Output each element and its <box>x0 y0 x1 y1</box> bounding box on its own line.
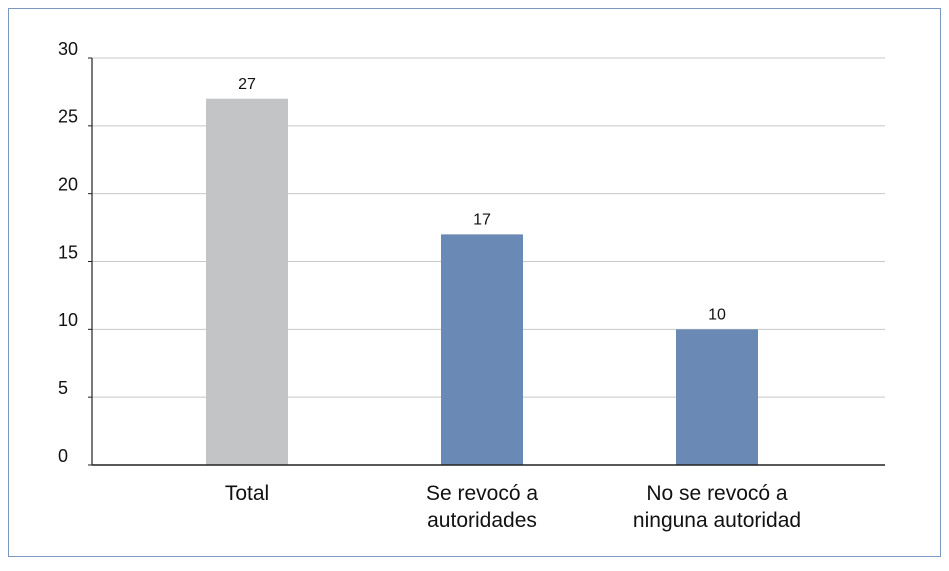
value-label: 27 <box>238 76 256 93</box>
y-tick-label: 25 <box>58 107 78 127</box>
y-tick-label: 20 <box>58 174 78 194</box>
x-tick-label: Total <box>224 482 270 505</box>
y-tick-label: 5 <box>58 378 68 398</box>
bar <box>441 234 523 465</box>
y-tick-label: 30 <box>58 39 78 59</box>
value-label: 17 <box>473 212 491 229</box>
y-tick-label: 10 <box>58 310 78 330</box>
frame <box>8 8 941 557</box>
y-tick-label: 15 <box>58 242 78 262</box>
bar <box>206 98 288 465</box>
x-tick-label: No se revocó a ninguna autoridad <box>632 482 802 532</box>
x-tick-label: Se revocó a autoridades <box>425 482 539 532</box>
y-tick-label: 0 <box>58 446 68 466</box>
value-label: 10 <box>708 307 726 324</box>
bar <box>676 329 758 465</box>
